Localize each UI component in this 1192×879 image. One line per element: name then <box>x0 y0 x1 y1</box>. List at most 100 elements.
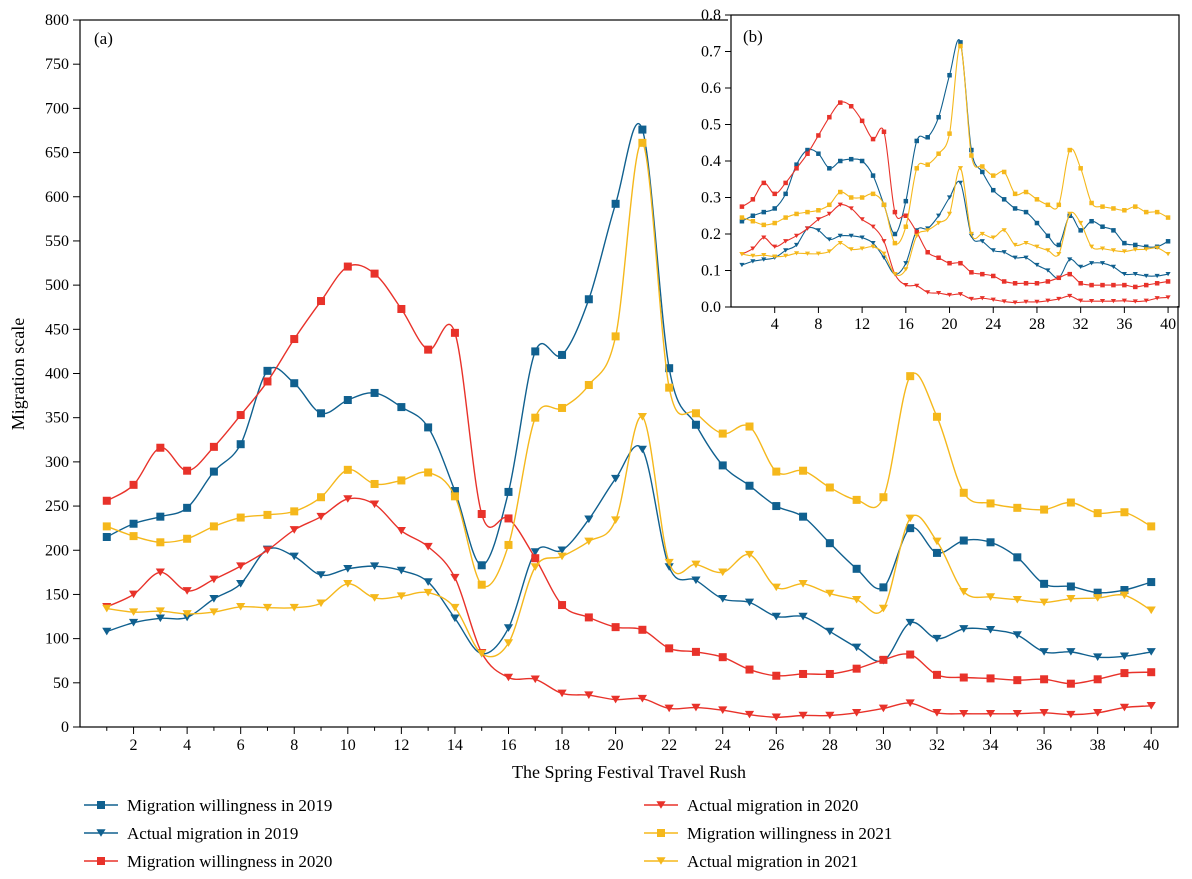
inset-data-point <box>1001 299 1007 304</box>
main-y-tick-label: 50 <box>53 675 69 692</box>
inset-data-point <box>848 233 854 238</box>
inset-data-point <box>739 204 745 209</box>
main-data-point <box>959 536 968 545</box>
inset-data-point <box>1056 242 1062 248</box>
inset-data-point <box>936 255 941 260</box>
main-data-point <box>584 515 594 524</box>
main-data-point <box>531 554 540 563</box>
main-data-point <box>798 580 808 588</box>
inset-data-point <box>1056 296 1062 302</box>
main-data-point <box>852 564 861 573</box>
main-y-tick-label: 550 <box>45 233 69 250</box>
inset-data-point <box>859 217 865 222</box>
legend-label: Actual migration in 2021 <box>687 852 858 871</box>
inset-background <box>728 12 1184 306</box>
inset-data-point <box>761 222 767 228</box>
main-data-point <box>424 423 433 432</box>
main-data-point <box>129 532 138 541</box>
main-data-point <box>932 634 942 643</box>
inset-data-point <box>1067 211 1073 217</box>
inset-panel-label: (b) <box>743 27 763 46</box>
inset-x-tick-label: 24 <box>985 316 1001 333</box>
inset-data-point <box>925 162 930 167</box>
inset-data-point <box>1165 251 1171 257</box>
main-data-point <box>638 138 647 147</box>
inset-data-point <box>1023 189 1029 195</box>
legend-label: Actual migration in 2020 <box>687 796 858 815</box>
main-data-point <box>852 643 862 652</box>
inset-data-point <box>1088 261 1095 266</box>
inset-data-point <box>848 195 854 200</box>
main-data-point <box>396 527 406 535</box>
inset-data-point <box>815 228 822 233</box>
main-data-point <box>209 595 219 603</box>
main-data-point <box>718 706 728 715</box>
inset-data-point <box>1165 239 1171 244</box>
inset-data-point <box>1001 228 1007 233</box>
main-data-point <box>637 445 647 454</box>
main-data-point <box>959 673 968 682</box>
main-data-point <box>128 618 139 627</box>
main-y-tick-label: 300 <box>45 454 69 471</box>
inset-data-point <box>837 202 843 207</box>
inset-series-0 <box>739 39 1171 250</box>
main-data-point <box>397 403 406 412</box>
main-data-point <box>236 562 246 570</box>
main-x-axis: 2 4 6 8 10 12 14 16 18 20 22 24 26 28 30 32 34 36 38 40 <box>106 727 1159 754</box>
inset-data-point <box>1067 293 1073 299</box>
main-data-point <box>1039 598 1049 607</box>
main-data-point <box>343 465 352 474</box>
main-data-point <box>664 563 674 571</box>
main-data-point <box>128 590 139 599</box>
inset-data-point <box>1001 197 1007 202</box>
inset-data-point <box>1067 257 1073 262</box>
main-data-point <box>1093 509 1102 518</box>
inset-data-point <box>1165 272 1171 277</box>
main-data-point <box>477 580 486 589</box>
inset-data-point <box>980 169 985 175</box>
main-data-point <box>1093 675 1102 684</box>
main-data-point <box>531 413 540 422</box>
main-data-point <box>477 649 487 658</box>
main-data-point <box>664 704 674 713</box>
inset-data-point <box>739 218 745 224</box>
inset-data-point <box>1023 240 1029 246</box>
inset-data-point <box>783 191 788 197</box>
inset-data-point <box>793 251 800 256</box>
main-data-point <box>129 519 138 528</box>
inset-data-point <box>859 246 865 251</box>
inset-data-point <box>892 272 898 277</box>
main-series-2 <box>102 262 1156 688</box>
main-data-point <box>396 566 406 575</box>
inset-data-point <box>892 240 898 246</box>
inset-data-point <box>881 202 887 208</box>
main-data-point <box>504 487 513 496</box>
main-data-point <box>825 589 835 598</box>
inset-data-point <box>1154 209 1160 215</box>
main-data-point <box>879 493 888 502</box>
inset-data-point <box>826 249 832 254</box>
main-data-point <box>798 711 808 720</box>
main-data-point <box>369 594 380 602</box>
inset-data-point <box>947 131 952 136</box>
inset-data-point <box>925 250 930 255</box>
inset-data-point <box>816 208 821 213</box>
main-series-0 <box>102 122 1156 597</box>
main-data-point <box>1012 709 1022 718</box>
inset-data-point <box>1045 233 1051 239</box>
main-data-point <box>1120 669 1129 678</box>
inset-data-point <box>1111 228 1116 233</box>
main-data-point <box>503 639 514 647</box>
main-data-point <box>932 670 941 679</box>
main-data-point <box>1119 703 1130 712</box>
main-data-point <box>906 372 915 381</box>
main-data-point <box>290 507 299 516</box>
inset-y-tick-label: 0.6 <box>701 80 721 97</box>
main-data-point <box>183 466 192 475</box>
inset-data-point <box>794 166 799 171</box>
inset-data-point <box>936 114 941 120</box>
inset-data-point <box>1143 282 1149 288</box>
inset-data-point <box>1023 209 1029 215</box>
legend-marker <box>656 857 666 865</box>
